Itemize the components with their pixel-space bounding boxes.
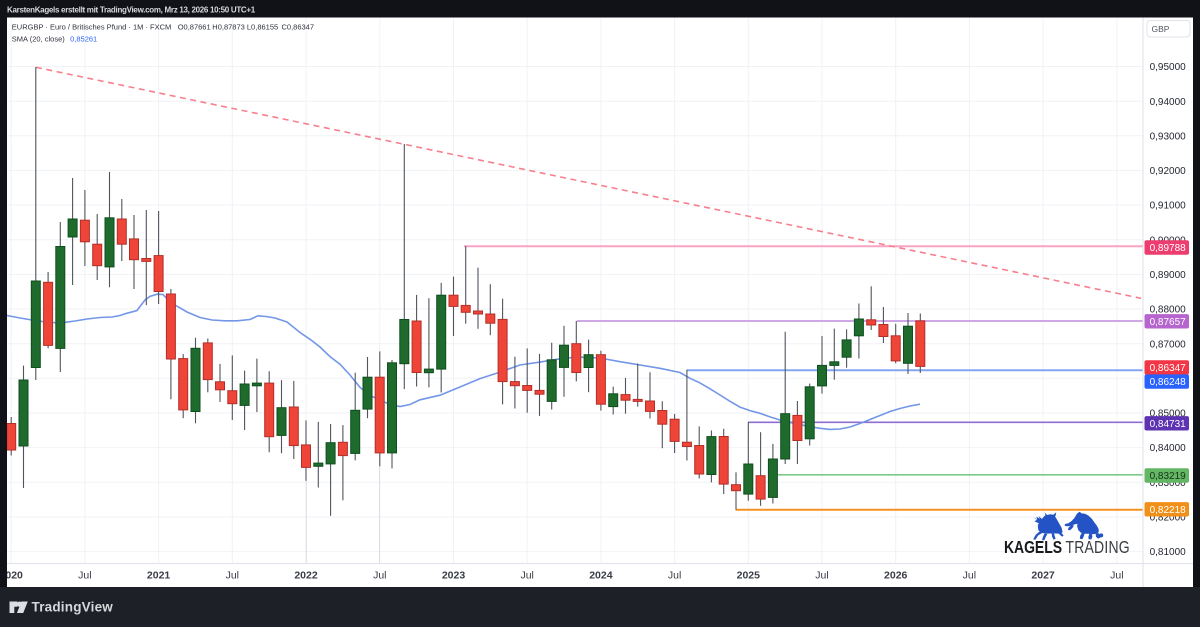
svg-text:Jul: Jul bbox=[520, 570, 533, 582]
svg-text:0,93000: 0,93000 bbox=[1150, 131, 1187, 142]
svg-text:0,85000: 0,85000 bbox=[1150, 409, 1187, 420]
svg-text:0,84000: 0,84000 bbox=[1150, 443, 1187, 454]
svg-text:0,88000: 0,88000 bbox=[1150, 305, 1187, 316]
svg-text:0,94000: 0,94000 bbox=[1150, 97, 1187, 108]
svg-text:TRADING: TRADING bbox=[1066, 538, 1130, 558]
svg-text:0,89000: 0,89000 bbox=[1150, 270, 1187, 281]
svg-text:EURGBP · Euro / Britisches Pfu: EURGBP · Euro / Britisches Pfund · 1M · … bbox=[12, 23, 314, 32]
svg-text:Jul: Jul bbox=[668, 570, 681, 582]
svg-text:0,81000: 0,81000 bbox=[1150, 547, 1187, 558]
svg-text:2024: 2024 bbox=[589, 570, 613, 582]
svg-text:2025: 2025 bbox=[737, 570, 761, 582]
svg-text:2026: 2026 bbox=[884, 570, 908, 582]
svg-text:2022: 2022 bbox=[294, 570, 318, 582]
svg-text:0,95000: 0,95000 bbox=[1150, 62, 1187, 73]
svg-text:Jul: Jul bbox=[1110, 570, 1123, 582]
svg-text:2023: 2023 bbox=[442, 570, 466, 582]
svg-text:0,89788: 0,89788 bbox=[1150, 243, 1187, 254]
svg-text:KAGELS: KAGELS bbox=[1004, 538, 1062, 558]
svg-text:Jul: Jul bbox=[963, 570, 976, 582]
svg-text:0,86347: 0,86347 bbox=[1150, 363, 1187, 374]
svg-text:KarstenKagels erstellt mit Tra: KarstenKagels erstellt mit TradingView.c… bbox=[7, 5, 256, 14]
svg-text:0,91000: 0,91000 bbox=[1150, 201, 1187, 212]
svg-text:GBP: GBP bbox=[1152, 24, 1170, 34]
svg-text:Jul: Jul bbox=[373, 570, 386, 582]
svg-text:0,87000: 0,87000 bbox=[1150, 339, 1187, 350]
svg-text:0,84731: 0,84731 bbox=[1150, 419, 1187, 430]
svg-text:Jul: Jul bbox=[78, 570, 91, 582]
svg-text:0,92000: 0,92000 bbox=[1150, 166, 1187, 177]
svg-text:2021: 2021 bbox=[147, 570, 171, 582]
svg-text:0,83219: 0,83219 bbox=[1150, 471, 1187, 482]
svg-text:0,86248: 0,86248 bbox=[1150, 377, 1187, 388]
svg-text:0,87657: 0,87657 bbox=[1150, 317, 1187, 328]
svg-text:0,82000: 0,82000 bbox=[1150, 513, 1187, 524]
svg-text:Jul: Jul bbox=[815, 570, 828, 582]
svg-text:2027: 2027 bbox=[1031, 570, 1055, 582]
svg-text:0,82218: 0,82218 bbox=[1150, 505, 1187, 516]
svg-text:Jul: Jul bbox=[226, 570, 239, 582]
svg-text:0,83000: 0,83000 bbox=[1150, 478, 1187, 489]
svg-text:SMA (20, close)0,85261: SMA (20, close) 0,85261 bbox=[12, 34, 97, 43]
svg-text:TradingView: TradingView bbox=[32, 600, 114, 615]
